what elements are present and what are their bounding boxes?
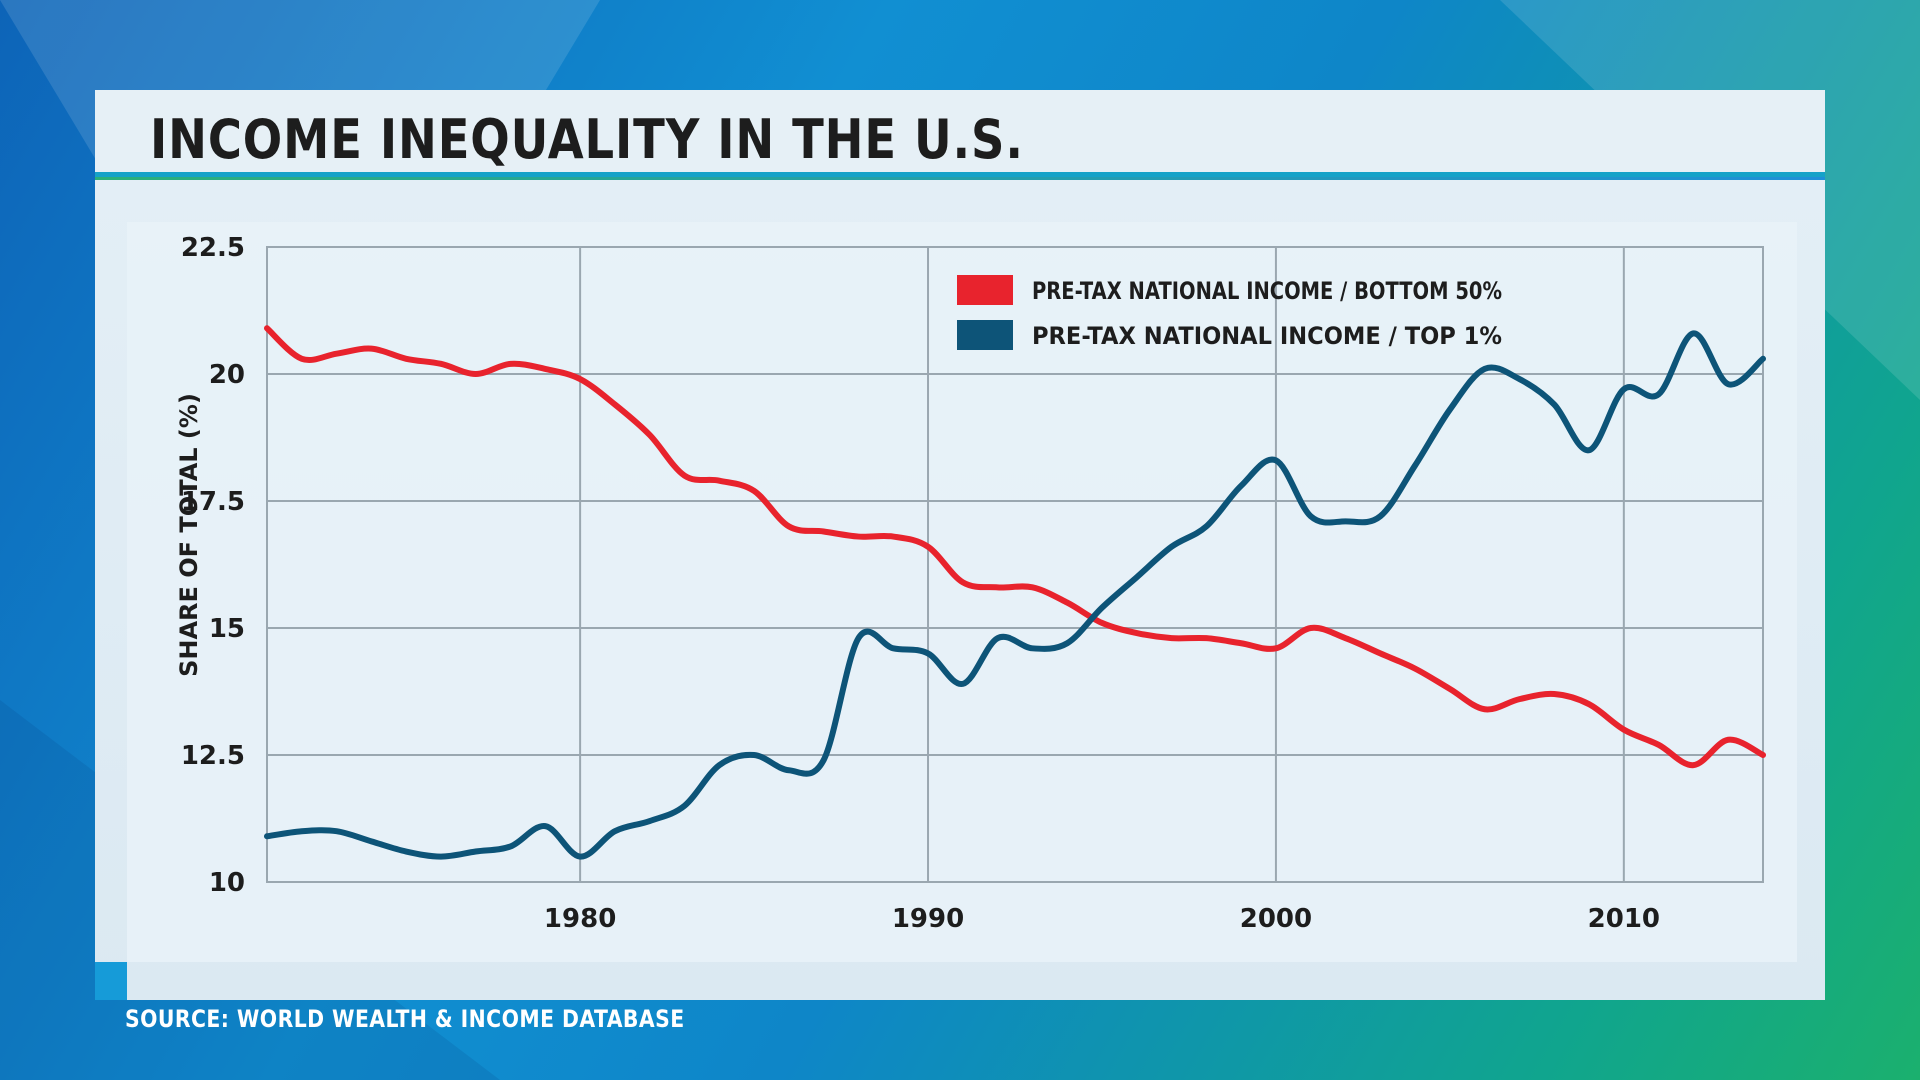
chart-legend: PRE-TAX NATIONAL INCOME / BOTTOM 50% PRE-… [957, 275, 1502, 350]
source-caption: SOURCE: WORLD WEALTH & INCOME DATABASE [125, 1005, 685, 1033]
legend-label: PRE-TAX NATIONAL INCOME / BOTTOM 50% [1032, 277, 1502, 305]
legend-swatch [957, 275, 1013, 305]
y-tick-label: 20 [209, 360, 245, 390]
legend-swatch [957, 320, 1013, 350]
y-axis-ticks: 10 12.5 15 17.5 20 22.5 [181, 233, 245, 898]
chart-container: 10 12.5 15 17.5 20 22.5 1980 1990 2000 2010 SHAR… [127, 222, 1797, 962]
x-axis-ticks: 1980 1990 2000 2010 [544, 904, 1660, 934]
y-axis-label: SHARE OF TOTAL (%) [175, 393, 203, 677]
x-tick-label: 2000 [1240, 904, 1312, 934]
y-tick-label: 10 [209, 868, 245, 898]
x-tick-label: 1990 [892, 904, 964, 934]
y-tick-label: 15 [209, 614, 245, 644]
chart-grid [266, 246, 1764, 883]
y-tick-label: 12.5 [181, 741, 245, 771]
x-tick-label: 1980 [544, 904, 616, 934]
legend-label: PRE-TAX NATIONAL INCOME / TOP 1% [1032, 322, 1502, 350]
content-panel: INCOME INEQUALITY IN THE U.S. 10 12.5 15 17… [95, 90, 1825, 1000]
series-line-top-1 [264, 330, 1766, 860]
y-tick-label: 17.5 [181, 487, 245, 517]
x-tick-label: 2010 [1588, 904, 1660, 934]
title-bar: INCOME INEQUALITY IN THE U.S. [95, 90, 1825, 180]
line-chart: 10 12.5 15 17.5 20 22.5 1980 1990 2000 2010 SHAR… [175, 233, 1766, 934]
page-title: INCOME INEQUALITY IN THE U.S. [150, 108, 1024, 171]
y-tick-label: 22.5 [181, 233, 245, 263]
accent-strip [95, 962, 127, 1000]
plot-frame [266, 246, 1764, 883]
series-line-bottom-50 [264, 325, 1766, 769]
chart-series [264, 325, 1766, 860]
